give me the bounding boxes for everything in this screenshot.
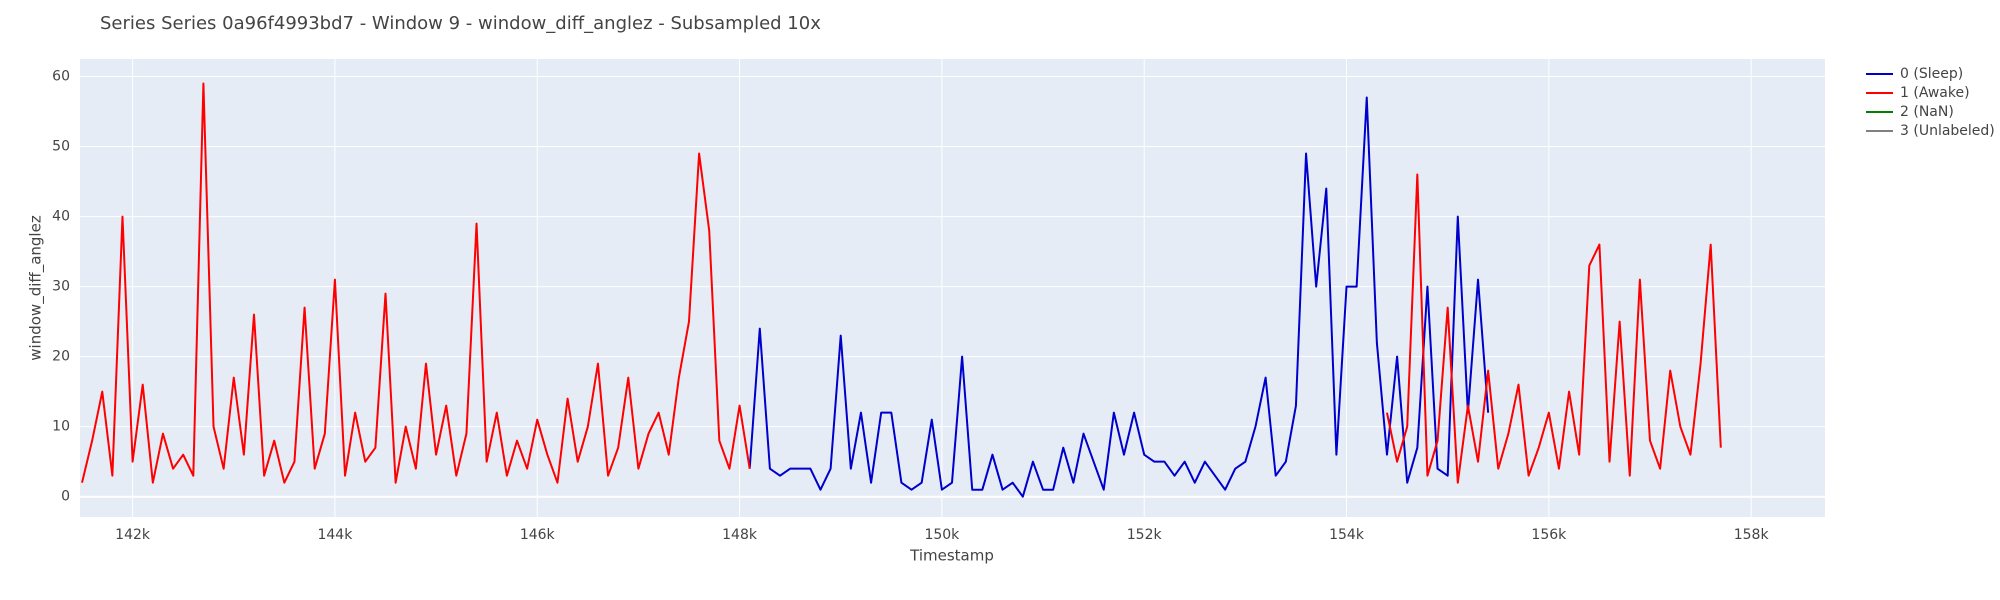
x-tick-label: 158k [1734,527,1770,543]
x-tick-label: 156k [1531,527,1567,543]
x-tick-label: 150k [924,527,960,543]
x-tick-label: 142k [115,527,151,543]
legend-label: 2 (NaN) [1900,104,1954,120]
y-axis-title: window_diff_anglez [27,215,46,361]
y-tick-label: 20 [52,349,70,365]
y-tick-label: 0 [61,489,70,505]
y-tick-label: 60 [52,69,70,85]
x-tick-label: 154k [1329,527,1365,543]
chart-title: Series Series 0a96f4993bd7 - Window 9 - … [100,13,821,34]
legend-label: 1 (Awake) [1900,85,1970,101]
y-tick-label: 40 [52,209,70,225]
x-tick-label: 152k [1127,527,1163,543]
series-line [748,96,1490,498]
legend-label: 0 (Sleep) [1900,66,1963,82]
series-line [81,82,1722,484]
legend-label: 3 (Unlabeled) [1900,123,1995,139]
y-tick-label: 50 [52,139,70,155]
x-tick-label: 144k [317,527,353,543]
x-tick-label: 146k [520,527,556,543]
plot-area [80,59,1825,517]
x-axis-title: Timestamp [909,547,994,565]
x-tick-label: 148k [722,527,758,543]
y-tick-label: 10 [52,419,70,435]
y-tick-label: 30 [52,279,70,295]
